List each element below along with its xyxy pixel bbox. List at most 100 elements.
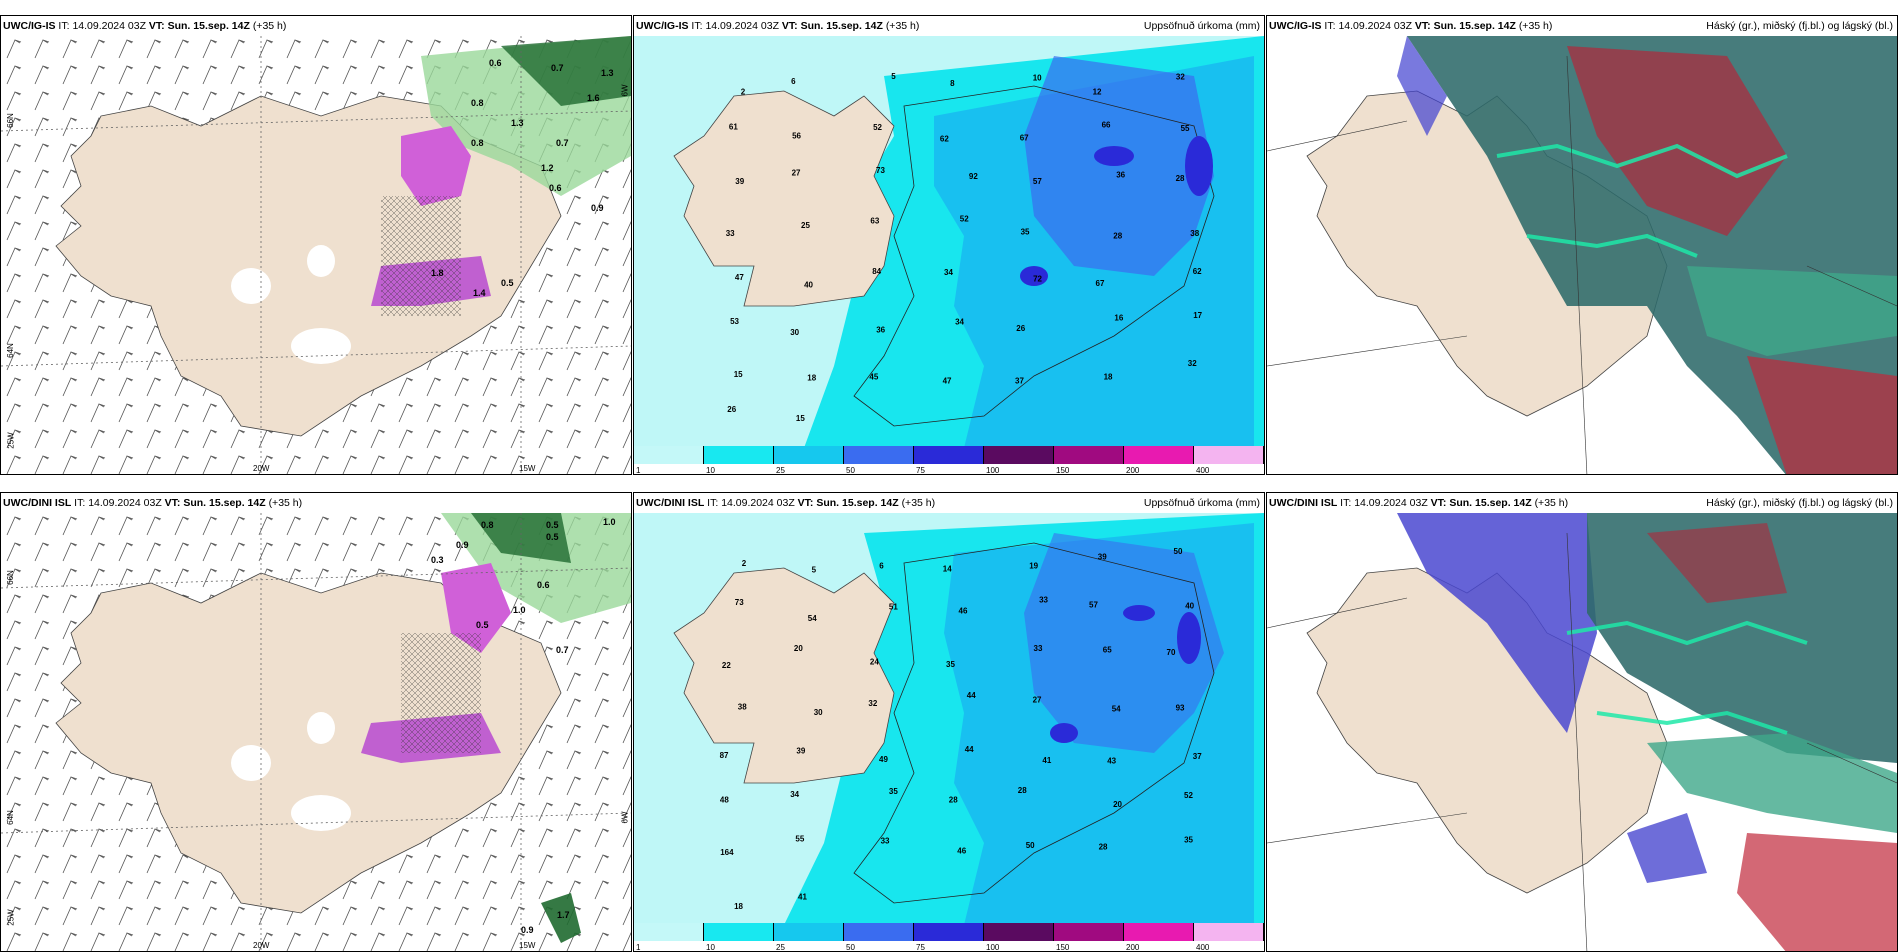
precip-value: 44 (967, 691, 976, 700)
precip-value: 62 (1193, 267, 1202, 276)
precip-value: 66 (1102, 121, 1111, 130)
precip-value: 41 (798, 892, 807, 901)
precip-value: 55 (795, 835, 804, 844)
lead-time: (+35 h) (1534, 497, 1569, 509)
model-name: UWC/IG-IS (1269, 20, 1322, 32)
colorbar-segment (914, 923, 984, 941)
lon-label: 6W (620, 811, 630, 824)
precip-value: 37 (1193, 752, 1202, 761)
colorbar-segment (914, 446, 984, 464)
precip-value: 41 (1042, 756, 1051, 765)
colorbar-segment (1054, 446, 1124, 464)
it-label: IT: (691, 20, 703, 32)
wind-value: 0.9 (521, 925, 534, 935)
it-value: 14.09.2024 03Z (721, 497, 795, 509)
wind-value: 0.7 (551, 63, 564, 73)
precip-value: 30 (814, 708, 823, 717)
precip-value: 38 (1190, 229, 1199, 238)
colorbar-tick: 25 (776, 943, 785, 952)
panel-header: UWC/IG-IS IT: 14.09.2024 03Z VT: Sun. 15… (1269, 20, 1552, 32)
precip-value: 33 (1034, 644, 1043, 653)
precip-value: 35 (1021, 227, 1030, 236)
precip-value: 28 (1018, 786, 1027, 795)
precip-value: 12 (1093, 88, 1102, 97)
it-value: 14.09.2024 03Z (72, 20, 146, 32)
precip-value: 61 (729, 123, 738, 132)
precip-value: 32 (1176, 73, 1185, 82)
precip-value: 164 (720, 848, 734, 857)
colorbar-tick: 200 (1126, 466, 1140, 475)
wind-value: 0.5 (546, 532, 559, 542)
colorbar-tick: 150 (1056, 943, 1070, 952)
precip-value: 87 (720, 751, 729, 760)
wind-value: 1.4 (473, 288, 486, 298)
precip-value: 25 (801, 221, 810, 230)
precip-value: 50 (1174, 547, 1183, 556)
precip-value: 34 (790, 790, 799, 799)
colorbar-tick: 400 (1196, 466, 1210, 475)
precip-value: 37 (1015, 376, 1024, 385)
lead-time: (+35 h) (901, 497, 936, 509)
it-value: 14.09.2024 03Z (88, 497, 162, 509)
model-name: UWC/IG-IS (3, 20, 56, 32)
wind-value: 0.3 (431, 555, 444, 565)
panel-title: Háský (gr.), miðský (fj.bl.) og lágský (… (1706, 497, 1893, 509)
precip-value: 36 (1116, 171, 1125, 180)
precip-value: 73 (876, 166, 885, 175)
lon-label: 25W (6, 909, 16, 926)
colorbar-segment (1124, 923, 1194, 941)
precip-value: 26 (727, 405, 736, 414)
panel-title: Háský (gr.), miðský (fj.bl.) og lágský (… (1706, 20, 1893, 32)
lead-time: (+35 h) (885, 20, 920, 32)
precip-value: 32 (1188, 359, 1197, 368)
model-name: UWC/DINI ISL (1269, 497, 1338, 509)
precip-value: 5 (891, 72, 896, 81)
cloud-map (1267, 36, 1897, 474)
it-label: IT: (74, 497, 86, 509)
wind-value: 0.5 (501, 278, 514, 288)
cloud-map (1267, 513, 1897, 951)
precip-value: 24 (870, 658, 879, 667)
it-label: IT: (1324, 20, 1336, 32)
model-name: UWC/DINI ISL (3, 497, 72, 509)
panel-title: Uppsöfnuð úrkoma (mm) (1143, 20, 1260, 32)
wind-value: 0.6 (549, 183, 562, 193)
precip-value: 32 (868, 699, 877, 708)
colorbar-tick: 25 (776, 466, 785, 475)
precip-value: 52 (1184, 791, 1193, 800)
precip-value: 20 (794, 644, 803, 653)
precip-value: 44 (965, 745, 974, 754)
model-name: UWC/IG-IS (636, 20, 689, 32)
precip-value: 18 (734, 902, 743, 911)
colorbar-segment (774, 446, 844, 464)
vt-value: Sun. 15.sep. 14Z (1449, 497, 1532, 509)
precip-value: 70 (1167, 648, 1176, 657)
precip-value: 47 (735, 273, 744, 282)
precip-value: 18 (1104, 373, 1113, 382)
wind-value: 1.3 (511, 118, 524, 128)
wind-map: 0.8 0.5 0.5 1.0 0.9 0.6 0.7 1.0 0.9 0.3 … (1, 513, 631, 951)
colorbar-segment (774, 923, 844, 941)
precip-value: 36 (876, 325, 885, 334)
wind-value: 0.5 (476, 620, 489, 630)
precip-value: 34 (944, 268, 953, 277)
lon-label: 25W (6, 432, 16, 449)
it-value: 14.09.2024 03Z (1354, 497, 1428, 509)
precip-value: 33 (881, 837, 890, 846)
wind-value: 0.7 (556, 138, 569, 148)
wind-value: 0.8 (471, 138, 484, 148)
precip-value: 48 (720, 795, 729, 804)
precip-value: 35 (946, 660, 955, 669)
precip-value: 28 (1099, 843, 1108, 852)
precip-value: 8 (950, 79, 955, 88)
colorbar-segment (844, 446, 914, 464)
colorbar: 1 10 25 50 75 100 150 200 400 (634, 923, 1264, 951)
colorbar-segment (1124, 446, 1194, 464)
colorbar-segment (1194, 446, 1264, 464)
precip-value: 54 (808, 614, 817, 623)
precip-value: 67 (1020, 134, 1029, 143)
precip-value: 65 (1103, 646, 1112, 655)
wind-value: 0.6 (537, 580, 550, 590)
wind-value: 1.8 (431, 268, 444, 278)
it-value: 14.09.2024 03Z (705, 20, 779, 32)
